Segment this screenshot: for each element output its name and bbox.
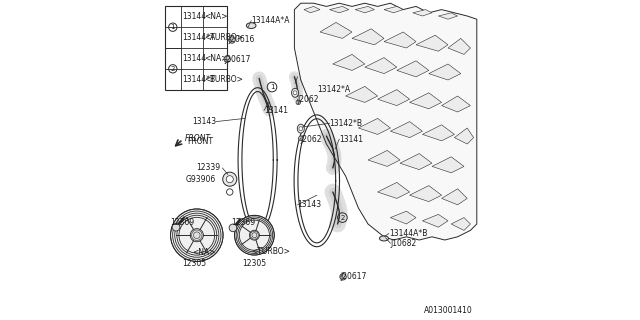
Text: J2062: J2062 [301, 135, 323, 144]
Text: 1: 1 [269, 84, 275, 90]
Polygon shape [442, 189, 467, 205]
Circle shape [234, 215, 274, 255]
Polygon shape [416, 35, 448, 51]
Polygon shape [368, 150, 400, 166]
Text: <NA>: <NA> [205, 54, 228, 63]
Text: 13143: 13143 [192, 117, 216, 126]
Polygon shape [442, 96, 470, 112]
Polygon shape [448, 38, 470, 54]
Bar [165, 6, 227, 90]
Ellipse shape [292, 88, 298, 97]
Circle shape [224, 56, 230, 62]
Polygon shape [410, 186, 442, 202]
Polygon shape [384, 6, 403, 13]
Text: 13144: 13144 [182, 54, 206, 63]
Circle shape [172, 223, 180, 231]
Circle shape [227, 176, 234, 183]
Polygon shape [438, 13, 458, 19]
Circle shape [223, 172, 237, 186]
Text: J20617: J20617 [224, 55, 250, 64]
Polygon shape [378, 90, 410, 106]
Ellipse shape [298, 124, 305, 133]
Text: 12369: 12369 [232, 218, 255, 227]
Polygon shape [413, 10, 432, 16]
Polygon shape [454, 128, 474, 144]
Circle shape [340, 274, 346, 280]
Circle shape [299, 127, 303, 131]
Text: FRONT: FRONT [187, 137, 213, 146]
Text: 12339: 12339 [196, 164, 221, 172]
Circle shape [293, 91, 297, 95]
Text: 13141: 13141 [339, 135, 364, 144]
Text: J20617: J20617 [340, 272, 367, 281]
Polygon shape [330, 6, 349, 13]
Polygon shape [333, 54, 365, 70]
Polygon shape [358, 118, 390, 134]
Polygon shape [320, 22, 352, 38]
Circle shape [229, 37, 236, 43]
Text: 13144A*A: 13144A*A [251, 16, 290, 25]
Circle shape [250, 230, 259, 240]
Text: 13142*A: 13142*A [317, 85, 350, 94]
Text: FRONT: FRONT [185, 134, 211, 143]
Polygon shape [352, 29, 384, 45]
Text: 2: 2 [171, 66, 175, 72]
Text: 13144*B: 13144*B [182, 75, 215, 84]
Ellipse shape [296, 100, 301, 105]
Polygon shape [432, 157, 464, 173]
Text: 13144A*B: 13144A*B [388, 229, 427, 238]
Ellipse shape [380, 236, 388, 241]
Text: J20616: J20616 [229, 36, 255, 44]
Polygon shape [397, 61, 429, 77]
Polygon shape [355, 6, 374, 13]
Text: 12305: 12305 [243, 260, 266, 268]
Text: 2: 2 [340, 215, 344, 220]
Polygon shape [365, 58, 397, 74]
Text: 1: 1 [170, 24, 175, 30]
Text: <NA>: <NA> [205, 12, 228, 21]
Polygon shape [346, 86, 378, 102]
Text: A013001410: A013001410 [424, 306, 473, 315]
Circle shape [190, 228, 204, 242]
Text: <TURBO>: <TURBO> [251, 247, 290, 256]
Polygon shape [384, 32, 416, 48]
Text: 13142*B: 13142*B [330, 119, 363, 128]
Text: 12305: 12305 [182, 260, 207, 268]
Text: J10682: J10682 [390, 239, 417, 248]
Ellipse shape [298, 136, 303, 140]
Polygon shape [422, 125, 454, 141]
Text: 13141: 13141 [264, 106, 288, 115]
Circle shape [170, 209, 223, 261]
Polygon shape [410, 93, 442, 109]
Circle shape [229, 224, 237, 232]
Text: 12369: 12369 [170, 218, 195, 227]
Text: <TURBO>: <TURBO> [205, 75, 243, 84]
Polygon shape [390, 211, 416, 224]
Text: <NA>: <NA> [193, 248, 216, 257]
Polygon shape [451, 218, 470, 230]
Polygon shape [294, 3, 477, 240]
Text: 13144*A: 13144*A [182, 33, 215, 42]
Text: J2062: J2062 [298, 95, 319, 104]
Ellipse shape [246, 23, 256, 28]
Polygon shape [304, 6, 320, 13]
Polygon shape [378, 182, 410, 198]
Polygon shape [390, 122, 422, 138]
Text: <TURBO>: <TURBO> [205, 33, 243, 42]
Polygon shape [422, 214, 448, 227]
Polygon shape [429, 64, 461, 80]
Text: 13144: 13144 [182, 12, 206, 21]
Text: G93906: G93906 [186, 175, 216, 184]
Text: 13143: 13143 [298, 200, 322, 209]
Polygon shape [400, 154, 432, 170]
